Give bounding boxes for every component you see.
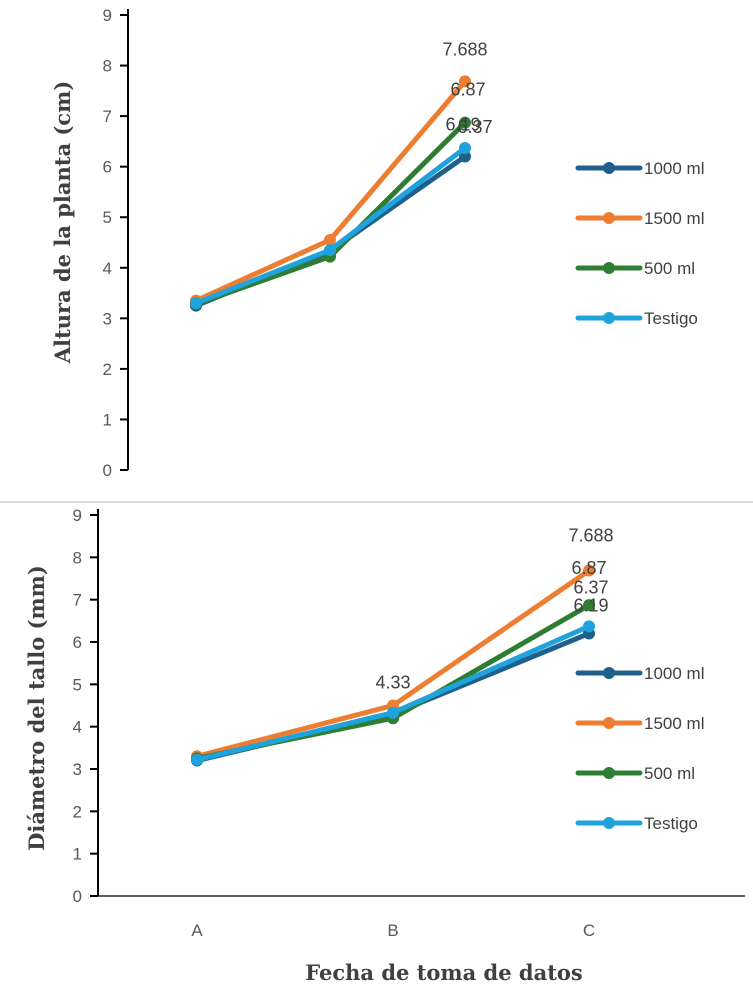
data-label: 6.87	[450, 80, 485, 100]
legend-label-1000-ml: 1000 ml	[644, 159, 704, 178]
y-tick-label: 7	[73, 591, 82, 610]
y-axis-title: Altura de la planta (cm)	[50, 81, 75, 365]
legend-label-testigo: Testigo	[644, 309, 698, 328]
data-label: 6.37	[573, 577, 608, 597]
y-tick-label: 6	[73, 633, 82, 652]
y-tick-label: 2	[73, 802, 82, 821]
legend-label-1000-ml: 1000 ml	[644, 664, 704, 683]
y-tick-label: 4	[103, 259, 112, 278]
y-tick-label: 2	[103, 360, 112, 379]
legend-marker-1500-ml	[603, 717, 615, 729]
legend-marker-testigo	[603, 312, 615, 324]
legend-marker-1000-ml	[603, 162, 615, 174]
y-tick-label: 3	[103, 309, 112, 328]
data-point-testigo	[583, 620, 595, 633]
legend-marker-testigo	[603, 817, 615, 829]
x-tick-label: A	[191, 921, 203, 940]
data-label: 4.33	[375, 673, 410, 693]
legend-marker-1000-ml	[603, 667, 615, 679]
legend-label-1500-ml: 1500 ml	[644, 209, 704, 228]
y-tick-label: 6	[103, 158, 112, 177]
data-point-testigo	[191, 753, 203, 766]
data-point-1500-ml	[459, 75, 471, 88]
legend-marker-500-ml	[603, 767, 615, 779]
y-tick-label: 1	[103, 410, 112, 429]
data-label: 6.87	[571, 558, 606, 578]
x-tick-label: C	[583, 921, 595, 940]
legend-marker-500-ml	[603, 262, 615, 274]
y-tick-label: 5	[103, 208, 112, 227]
data-point-1000-ml	[459, 150, 471, 163]
data-label: 7.688	[442, 39, 487, 59]
x-axis-title: Fecha de toma de datos	[305, 960, 582, 985]
y-tick-label: 0	[73, 887, 82, 906]
y-tick-label: 1	[73, 845, 82, 864]
y-tick-label: 5	[73, 675, 82, 694]
data-label: 6.37	[457, 117, 492, 137]
x-tick-label: B	[387, 921, 398, 940]
legend-label-1500-ml: 1500 ml	[644, 714, 704, 733]
y-tick-label: 4	[73, 718, 82, 737]
legend-marker-1500-ml	[603, 212, 615, 224]
data-point-1500-ml	[583, 564, 595, 577]
y-tick-label: 9	[73, 506, 82, 525]
data-label: 7.688	[568, 526, 613, 546]
data-point-500-ml	[583, 599, 595, 612]
y-tick-label: 8	[73, 548, 82, 567]
data-point-testigo	[324, 244, 336, 257]
y-axis-title: Diámetro del tallo (mm)	[24, 565, 49, 851]
data-point-testigo	[459, 141, 471, 154]
legend-label-500-ml: 500 ml	[644, 259, 695, 278]
chart-diametro: 0 1 2 3 4 5 6 7 8 9 Diámetro del tallo (mm) A B C Fech…	[24, 506, 745, 985]
data-point-1500-ml	[324, 233, 336, 246]
y-tick-label: 0	[103, 461, 112, 480]
legend-label-testigo: Testigo	[644, 814, 698, 833]
y-tick-label: 8	[103, 57, 112, 76]
y-tick-label: 7	[103, 107, 112, 126]
y-tick-label: 9	[103, 6, 112, 25]
data-label: 6.19	[445, 115, 480, 135]
legend-label-500-ml: 500 ml	[644, 764, 695, 783]
data-label: 6.19	[573, 596, 608, 616]
data-point-testigo	[190, 297, 202, 310]
data-point-500-ml	[459, 116, 471, 129]
data-point-testigo	[387, 706, 399, 719]
y-tick-label: 3	[73, 760, 82, 779]
chart-altura: 0 1 2 3 4 5 6 7 8 9 Altura de la planta (cm) 7.688 6…	[50, 6, 704, 480]
